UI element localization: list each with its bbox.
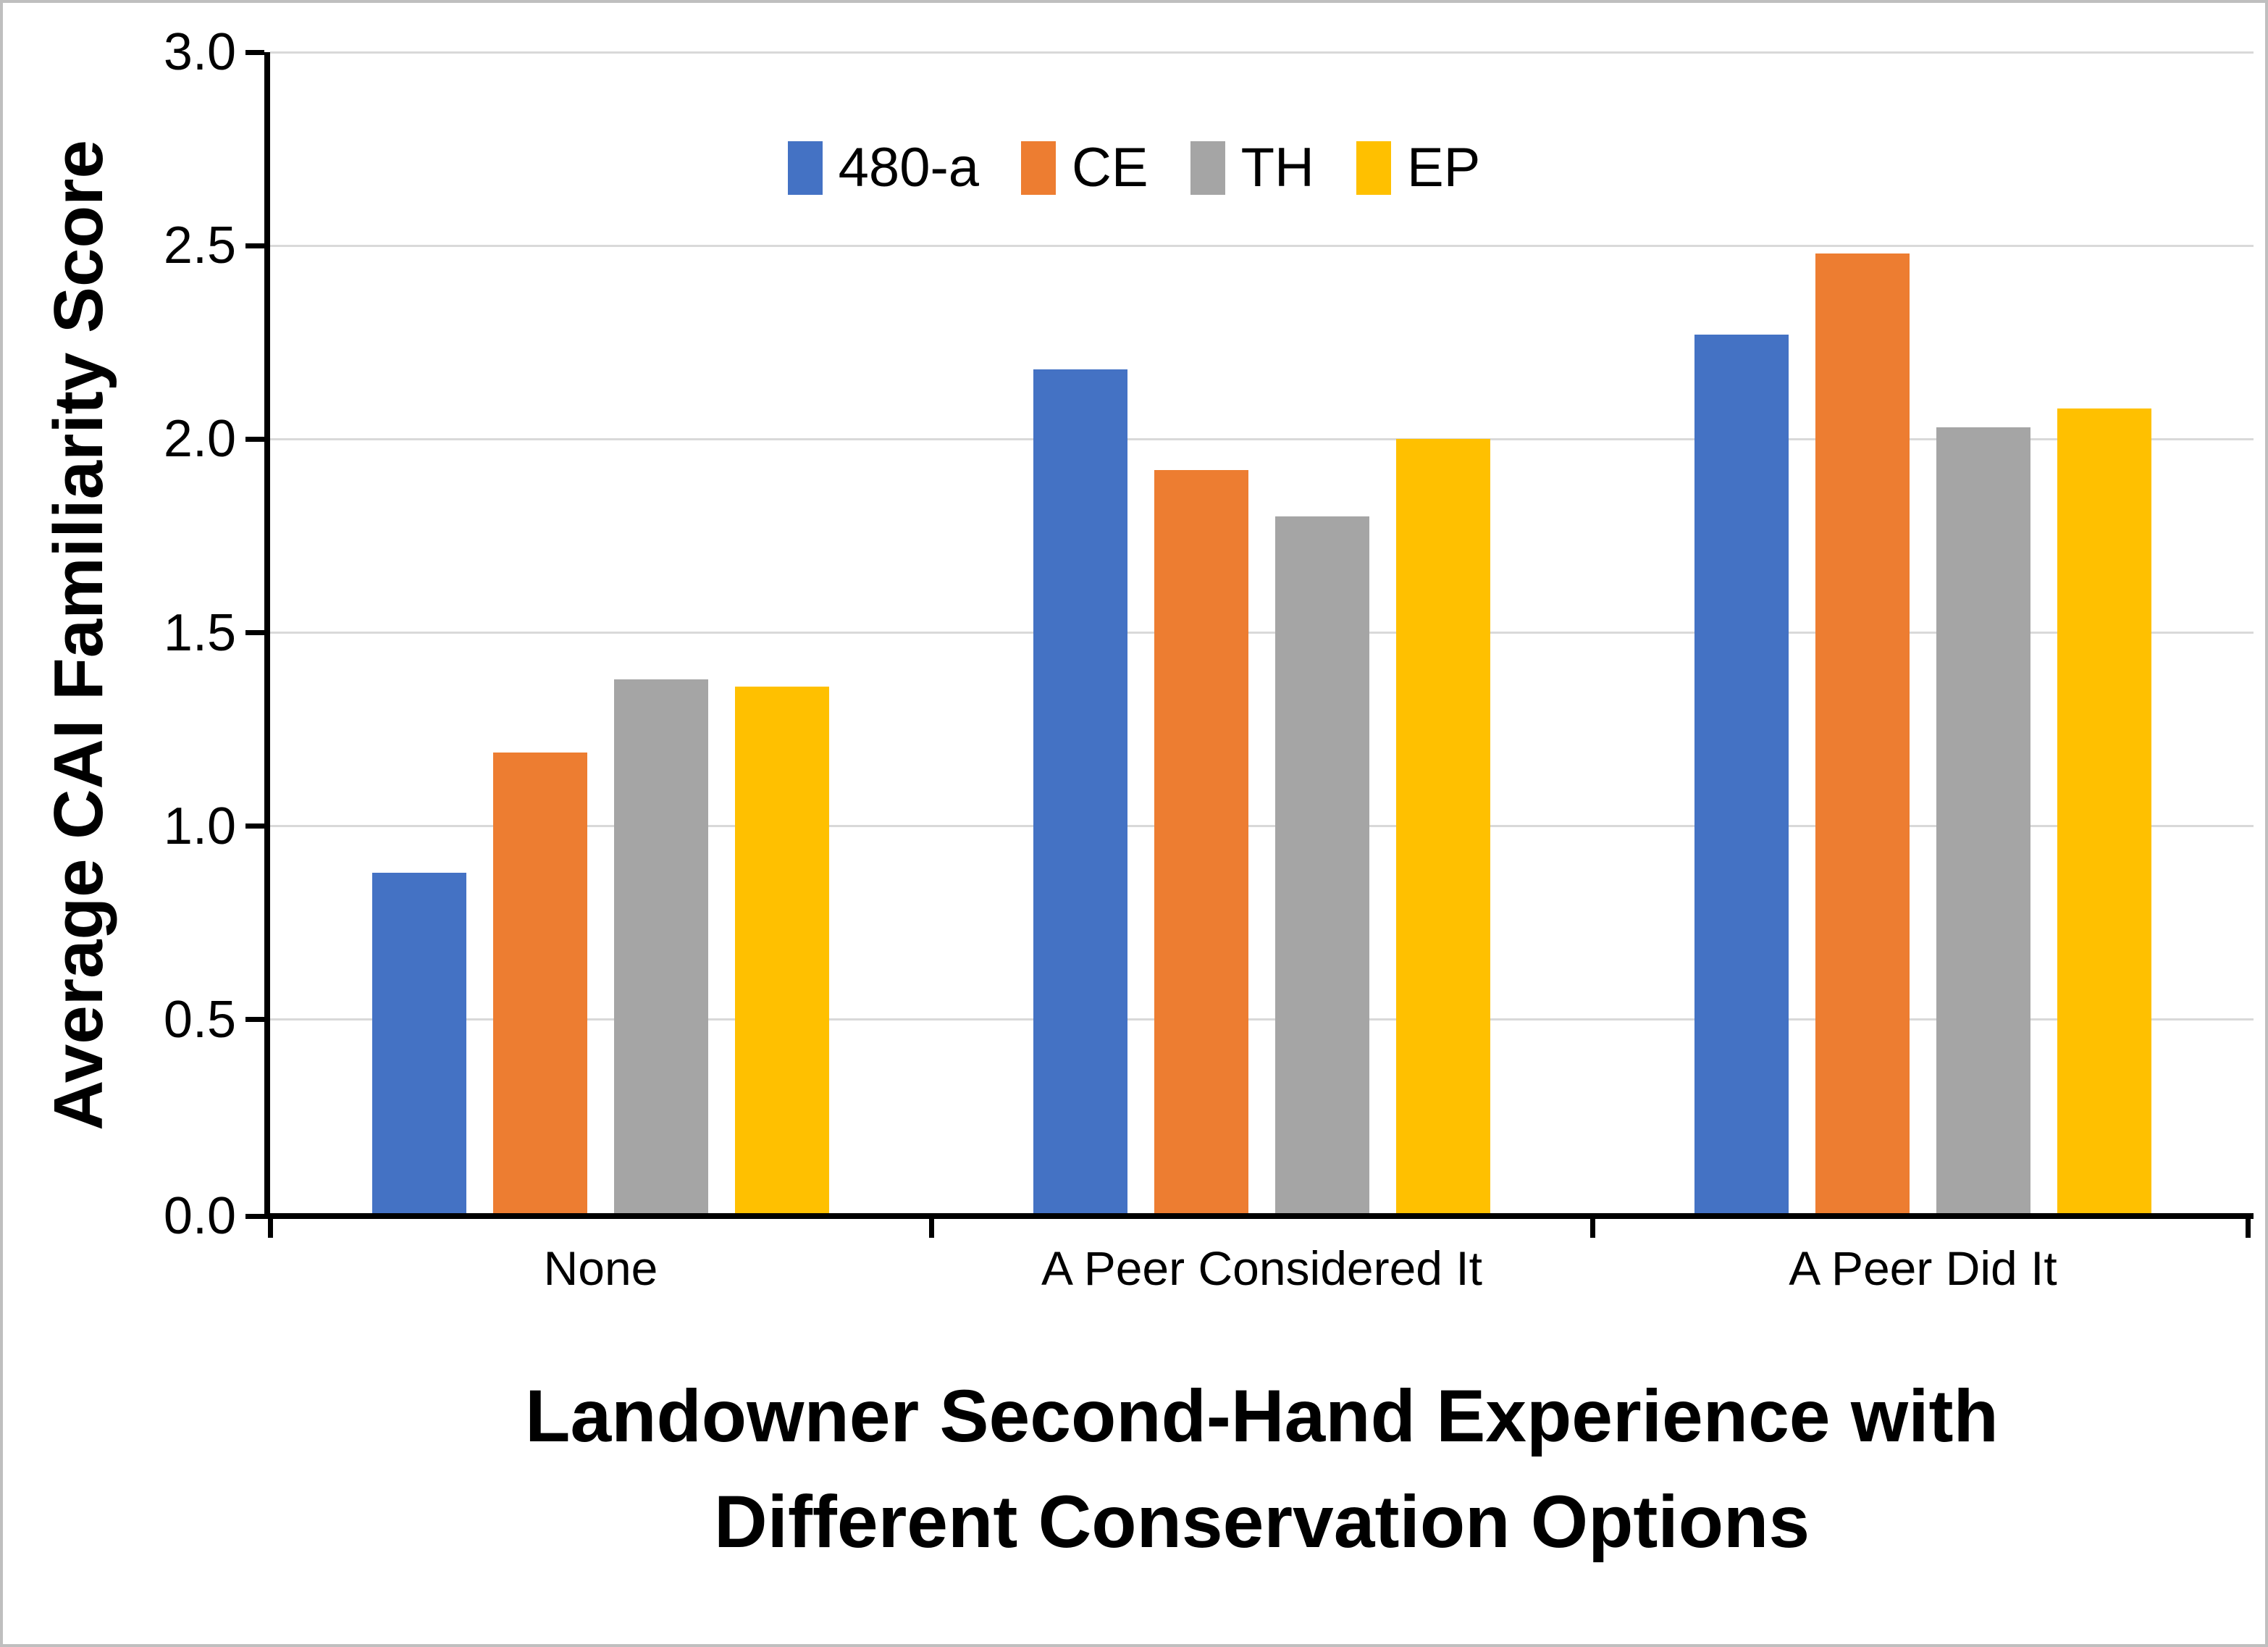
category-label-2: A Peer Did It	[1789, 1241, 2057, 1295]
legend-label-EP: EP	[1406, 137, 1481, 198]
y-tick-mark	[245, 243, 264, 248]
category-label-0: None	[543, 1241, 658, 1295]
x-tick-mark	[2245, 1219, 2251, 1238]
legend-item-CE: CE	[1021, 139, 1148, 197]
x-axis-title-line1: Landowner Second-Hand Experience with	[525, 1375, 1999, 1457]
legend-swatch-480-a	[787, 141, 823, 195]
y-tick-mark	[245, 1017, 264, 1023]
gridline	[270, 1018, 2254, 1021]
y-tick-mark	[245, 436, 264, 442]
plot-area	[264, 51, 2254, 1219]
y-tick-mark	[245, 824, 264, 829]
bar-480-a-1	[1033, 369, 1127, 1213]
bar-TH-1	[1274, 516, 1369, 1213]
legend-swatch-EP	[1356, 141, 1391, 195]
y-tick-label: 1.5	[163, 603, 236, 662]
y-tick-label: 1.0	[163, 797, 236, 855]
bar-TH-2	[1936, 427, 2030, 1213]
legend-swatch-CE	[1021, 141, 1057, 195]
bar-TH-0	[613, 679, 708, 1213]
x-axis-title: Landowner Second-Hand Experience with Di…	[270, 1363, 2254, 1575]
bar-EP-1	[1395, 439, 1490, 1213]
legend-label-480-a: 480-a	[838, 137, 980, 198]
x-tick-mark	[267, 1219, 273, 1238]
gridline	[270, 825, 2254, 828]
legend-item-EP: EP	[1356, 139, 1480, 197]
bar-group-0	[270, 52, 931, 1213]
y-tick-mark	[245, 630, 264, 635]
x-tick-mark	[928, 1219, 934, 1238]
bar-480-a-0	[371, 872, 466, 1213]
y-tick-label: 3.0	[163, 23, 236, 81]
bar-EP-0	[734, 687, 829, 1213]
bar-CE-2	[1815, 253, 1910, 1213]
bar-group-1	[931, 52, 1592, 1213]
legend-label-TH: TH	[1240, 137, 1314, 198]
category-label-1: A Peer Considered It	[1041, 1241, 1483, 1295]
legend-item-TH: TH	[1190, 139, 1314, 197]
y-tick-mark	[245, 49, 264, 55]
y-tick-mark	[245, 1213, 264, 1219]
legend-item-480-a: 480-a	[787, 137, 980, 198]
gridline	[270, 437, 2254, 440]
y-tick-label: 0.5	[163, 990, 236, 1049]
legend-label-CE: CE	[1072, 137, 1148, 198]
bar-480-a-2	[1694, 335, 1789, 1213]
bar-EP-2	[2057, 408, 2151, 1213]
bar-groups	[270, 52, 2254, 1213]
legend: 480-a CE TH EP	[3, 139, 2265, 197]
y-tick-label: 2.5	[163, 217, 236, 275]
gridline	[270, 244, 2254, 247]
bar-CE-1	[1154, 470, 1248, 1213]
bar-CE-0	[492, 753, 587, 1213]
legend-swatch-TH	[1190, 141, 1225, 195]
x-axis-title-line2: Different Conservation Options	[713, 1480, 1810, 1563]
x-tick-mark	[1589, 1219, 1595, 1238]
y-tick-label: 0.0	[163, 1187, 236, 1245]
gridline	[270, 632, 2254, 634]
y-tick-label: 2.0	[163, 410, 236, 469]
gridline	[270, 51, 2254, 54]
bar-group-2	[1592, 52, 2254, 1213]
